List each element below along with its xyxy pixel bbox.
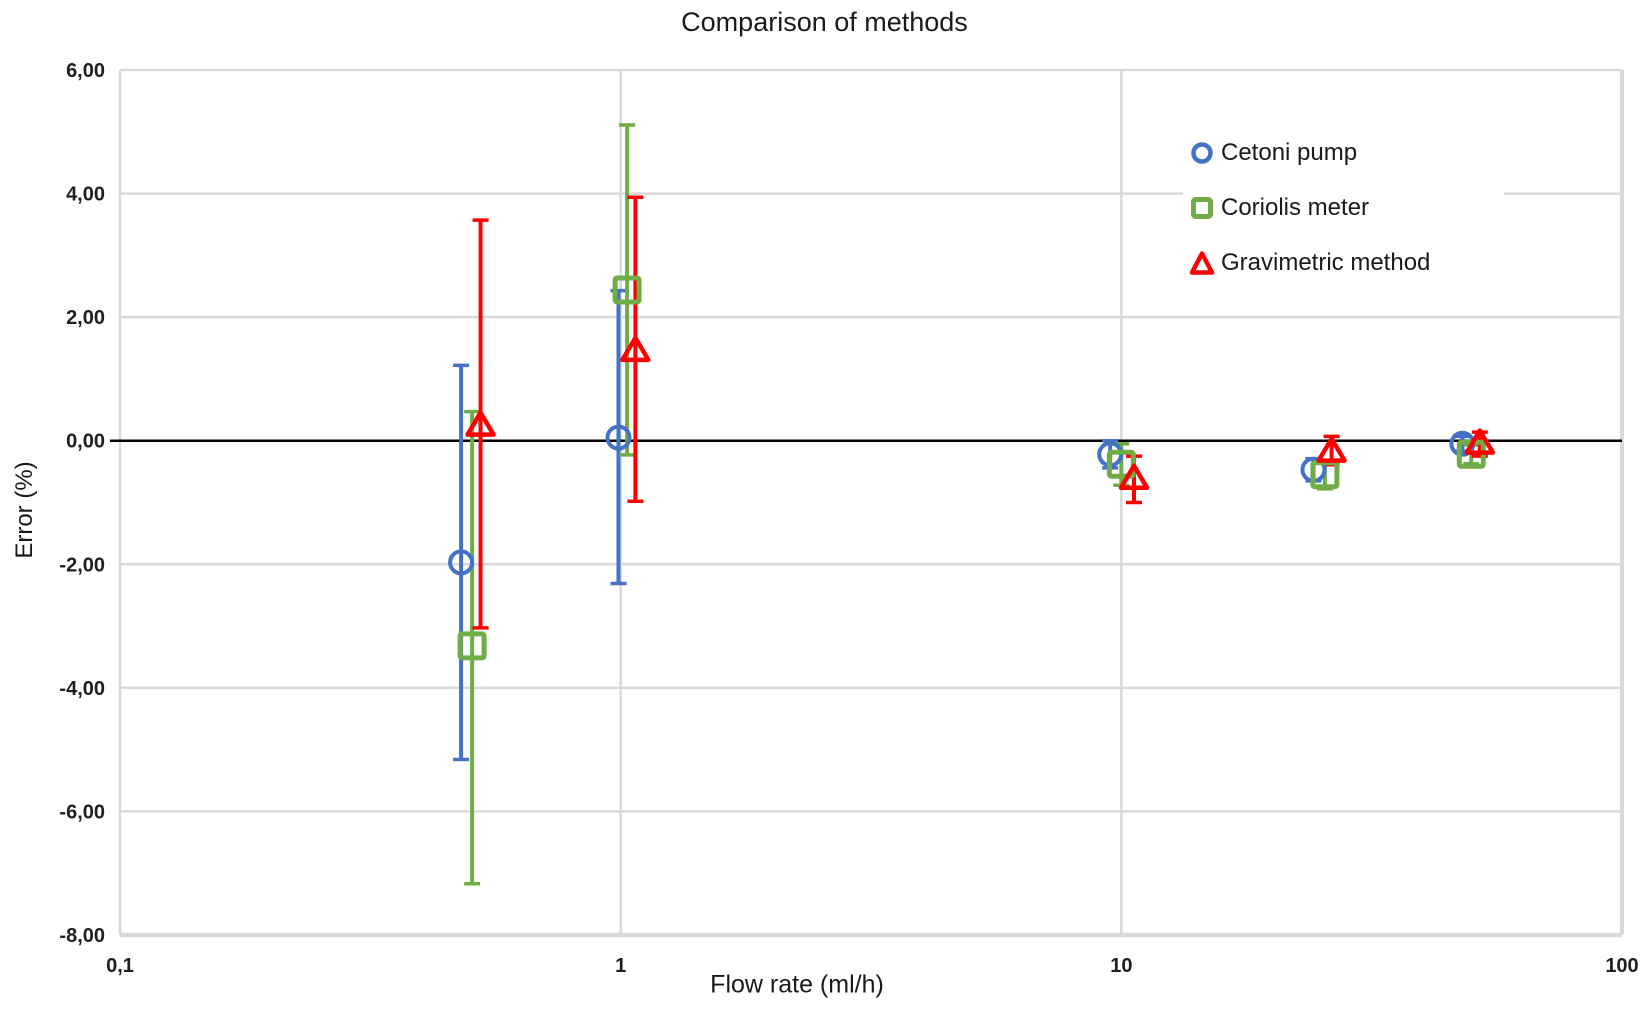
triangle-glyph xyxy=(1189,250,1215,275)
square-marker-icon xyxy=(1189,195,1215,221)
square-shape xyxy=(1191,196,1213,219)
triangle-marker xyxy=(1316,436,1347,463)
legend-label: Coriolis meter xyxy=(1221,193,1370,221)
y-tick-label: -4,00 xyxy=(59,678,105,700)
circle-marker xyxy=(448,549,475,576)
triangle-shape xyxy=(1189,250,1215,275)
square-marker xyxy=(612,275,642,305)
square-glyph xyxy=(1191,196,1213,219)
x-tick-label: 100 xyxy=(1605,955,1638,977)
y-tick-label: 2,00 xyxy=(66,307,105,329)
circle-marker-icon xyxy=(1189,140,1215,166)
triangle-marker xyxy=(465,410,496,437)
circle-glyph xyxy=(1191,141,1213,164)
chart-title: Comparison of methods xyxy=(681,7,968,37)
x-tick-label: 10 xyxy=(1110,955,1132,977)
triangle-marker xyxy=(1118,463,1150,491)
y-tick-label: -8,00 xyxy=(59,925,105,947)
legend-item-gravimetric-method: Gravimetric method xyxy=(1189,235,1504,290)
y-tick-label: 4,00 xyxy=(66,184,105,206)
square-marker xyxy=(457,631,487,661)
x-tick-label: 0,1 xyxy=(106,955,134,977)
legend-label: Gravimetric method xyxy=(1221,248,1431,276)
legend-item-coriolis-meter: Coriolis meter xyxy=(1189,180,1504,235)
y-tick-label: -2,00 xyxy=(59,554,105,576)
triangle-marker xyxy=(1464,428,1496,455)
y-tick-label: 0,00 xyxy=(66,431,105,453)
legend-label: Cetoni pump xyxy=(1221,138,1358,166)
y-tick-label: -6,00 xyxy=(59,801,105,823)
y-tick-label: 6,00 xyxy=(66,60,105,82)
x-tick-label: 1 xyxy=(615,955,626,977)
y-axis-title: Error (%) xyxy=(11,461,38,559)
triangle-marker-icon xyxy=(1189,250,1215,276)
circle-shape xyxy=(1191,141,1213,164)
circle-marker xyxy=(605,424,632,451)
legend-item-cetoni-pump: Cetoni pump xyxy=(1189,125,1504,180)
triangle-marker xyxy=(620,335,651,363)
legend: Cetoni pump Coriolis meter Gravimetric m… xyxy=(1183,121,1504,296)
x-axis-title: Flow rate (ml/h) xyxy=(710,970,884,999)
